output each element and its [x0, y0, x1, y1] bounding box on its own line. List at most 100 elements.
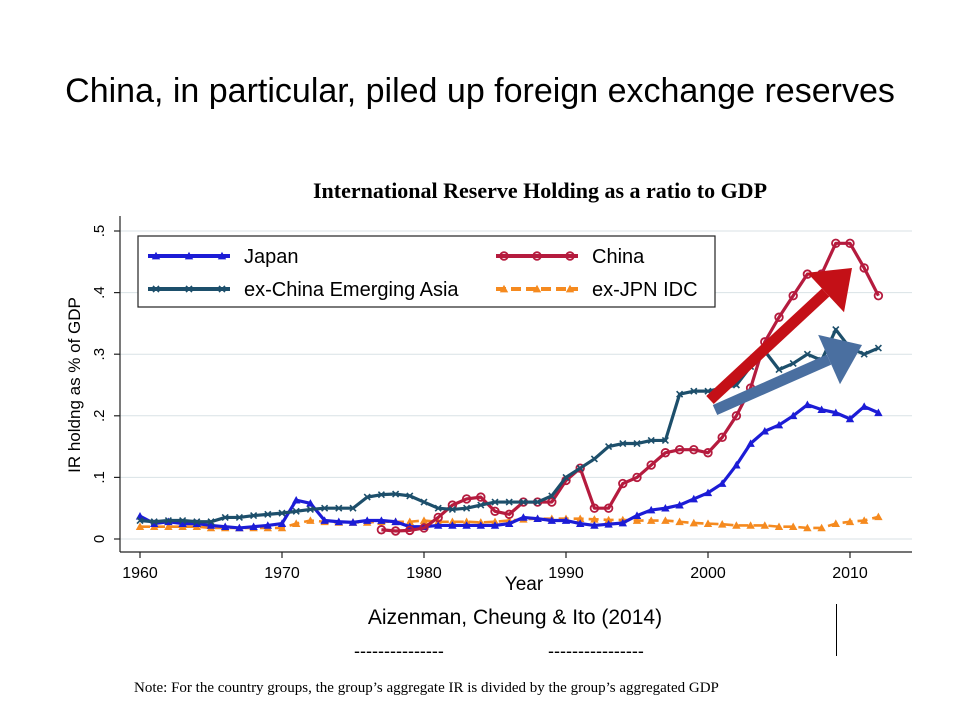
y-tick-label: .5 — [91, 225, 108, 238]
chart-legend: Japan China ex-China Emerging Asia ex-JPN I… — [137, 235, 716, 308]
legend-item-ex-jpn-idc: ex-JPN IDC — [496, 279, 698, 301]
y-tick-label: .4 — [91, 286, 108, 299]
data-point — [874, 344, 882, 352]
data-point — [789, 522, 798, 531]
data-point — [534, 498, 542, 506]
data-point — [135, 522, 145, 531]
data-point — [703, 519, 713, 527]
data-point — [718, 520, 727, 528]
data-point — [632, 511, 642, 519]
data-point — [689, 444, 699, 455]
data-point — [775, 366, 783, 374]
data-point — [604, 515, 613, 524]
data-point — [690, 387, 698, 395]
data-point — [746, 521, 755, 529]
data-point — [392, 490, 400, 498]
data-point — [277, 523, 287, 532]
legend-swatch-marker — [185, 285, 193, 293]
data-point — [605, 443, 613, 451]
data-point — [845, 517, 855, 526]
data-point — [845, 414, 855, 423]
data-point — [519, 513, 528, 521]
data-point — [760, 521, 769, 529]
data-point — [619, 439, 627, 448]
data-point — [703, 488, 713, 497]
asia-trend-arrow — [712, 334, 862, 416]
chart-title: International Reserve Holding as a ratio… — [313, 178, 767, 203]
series-ex-china-asia — [136, 325, 882, 526]
data-point — [349, 504, 357, 512]
trend-arrows — [706, 268, 862, 416]
data-point — [689, 494, 698, 503]
data-point — [831, 519, 840, 527]
data-point — [292, 519, 301, 527]
data-point — [377, 491, 385, 499]
legend-swatch-marker — [217, 251, 227, 260]
data-point — [831, 408, 840, 417]
data-point — [590, 521, 599, 529]
data-point — [321, 504, 329, 512]
series-line — [139, 327, 880, 524]
data-point — [774, 420, 784, 429]
data-point — [263, 521, 272, 529]
data-point — [647, 505, 656, 514]
data-point — [633, 439, 641, 448]
data-point — [874, 512, 883, 521]
dash-separator-right: ---------------- — [548, 641, 644, 661]
data-point — [150, 518, 158, 526]
data-point — [221, 522, 230, 531]
data-point — [264, 510, 272, 518]
x-tick-label: 1960 — [122, 565, 158, 582]
y-tick-label: .3 — [91, 348, 108, 361]
data-point — [476, 492, 486, 502]
legend-item-ex-china-asia: ex-China Emerging Asia — [148, 279, 459, 301]
data-point — [803, 400, 812, 409]
data-point — [292, 495, 301, 504]
x-tick-label: 1980 — [406, 565, 442, 582]
data-point — [789, 359, 797, 368]
y-tick-label: 0 — [91, 535, 108, 543]
data-point — [774, 522, 784, 531]
chart-note: Note: For the country groups, the group’… — [134, 680, 719, 696]
data-point — [491, 498, 499, 506]
data-point — [576, 514, 585, 523]
x-axis-label: Year — [505, 574, 544, 595]
arrow-shaft — [712, 354, 832, 416]
data-point — [306, 499, 315, 507]
data-point — [221, 513, 229, 522]
data-point — [136, 516, 144, 525]
data-point — [547, 497, 557, 507]
data-point — [405, 525, 415, 536]
data-point — [504, 509, 514, 520]
data-point — [178, 519, 187, 527]
data-point — [561, 516, 571, 524]
vertical-divider — [836, 604, 837, 656]
data-point — [206, 521, 216, 529]
arrow-shaft — [706, 288, 830, 405]
data-point — [576, 464, 584, 472]
data-point — [817, 523, 826, 532]
axes: 0 .1 .2 .3 .4 .5 1960 1970 1980 1990 2000 2010 — [91, 216, 912, 582]
data-point — [661, 516, 670, 524]
legend-label: Japan — [244, 246, 299, 268]
data-point — [675, 517, 684, 526]
data-point — [164, 522, 173, 531]
data-point — [788, 290, 798, 301]
data-point — [548, 492, 556, 500]
data-point — [660, 448, 671, 458]
data-point — [519, 498, 527, 506]
data-point — [335, 504, 343, 512]
legend-box — [137, 235, 716, 308]
data-point — [817, 405, 826, 413]
data-point — [860, 516, 869, 524]
data-point — [632, 472, 642, 483]
data-point — [476, 521, 485, 529]
data-point — [235, 513, 243, 522]
data-point — [207, 518, 215, 526]
data-point — [575, 463, 585, 473]
data-point — [604, 520, 613, 528]
data-point — [589, 503, 600, 513]
data-point — [461, 494, 472, 504]
data-point — [618, 518, 627, 527]
